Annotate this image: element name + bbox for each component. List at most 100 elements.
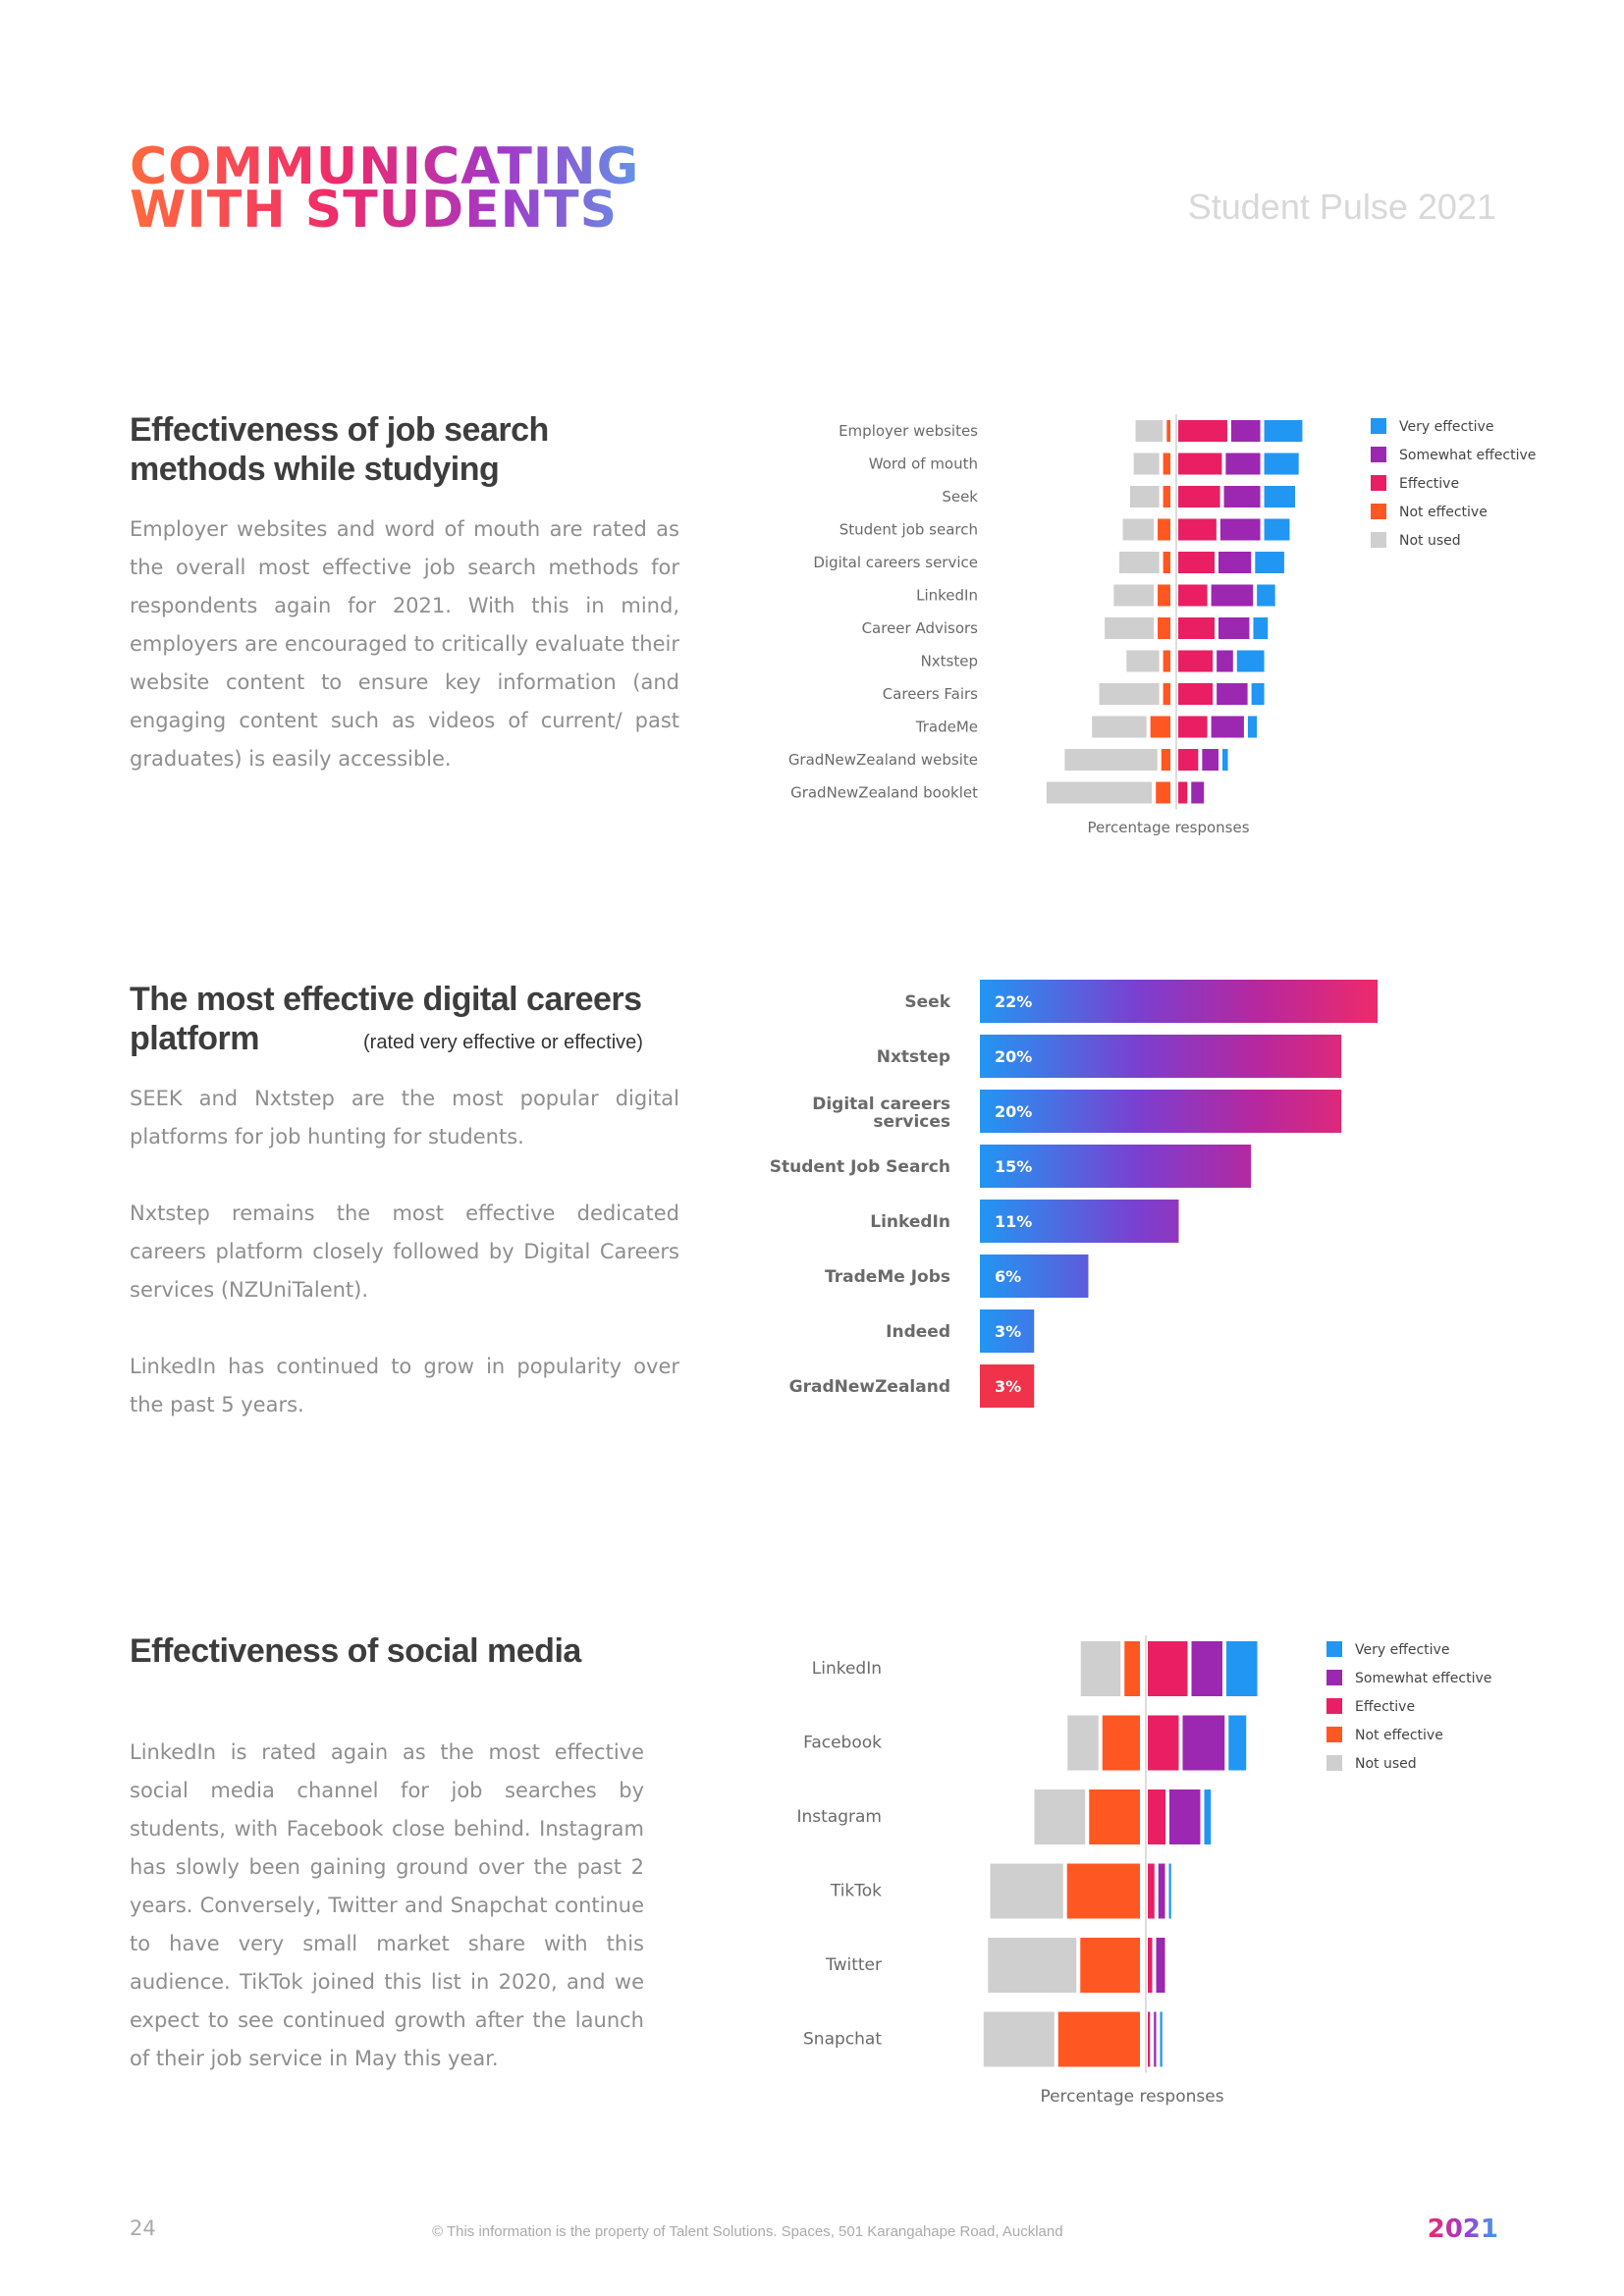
bar-careers-fairs-not-effective	[1163, 683, 1170, 705]
bar-instagram-effective	[1148, 1789, 1165, 1844]
bar-seek	[980, 980, 1378, 1023]
bar-career-advisors-not-used	[1105, 617, 1155, 639]
bar-employer-websites-very-effective	[1264, 420, 1303, 442]
bar-twitter-not-used	[988, 1938, 1077, 1993]
legend-label-very-effective: Very effective	[1355, 1642, 1449, 1658]
bar-employer-websites-not-used	[1135, 420, 1164, 442]
section1-paragraph: Employer websites and word of mouth are …	[130, 510, 679, 817]
page-number: 24	[130, 2216, 156, 2240]
bar-nxtstep-effective	[1178, 650, 1214, 672]
social-media-chart: LinkedIn Facebook Instagram TikTok Twitter Sn…	[797, 1635, 1491, 2107]
legend-label-not-effective: Not effective	[1355, 1728, 1443, 1743]
section3-text: LinkedIn is rated again as the most effe…	[130, 1740, 644, 2070]
section2-title-line1: The most effective digital careers	[130, 981, 642, 1018]
category-label-tiktok: TikTok	[830, 1882, 882, 1901]
bar-gradnewzealand-website-very-effective	[1222, 749, 1228, 771]
bar-gradnewzealand-booklet-somewhat-effective	[1191, 781, 1205, 804]
category-label-linkedin: LinkedIn	[870, 1212, 950, 1232]
bar-digital-careers-service-effective	[1178, 552, 1215, 573]
category-label-twitter: Twitter	[825, 1955, 882, 1975]
section2-text-2: Nxtstep remains the most effective dedic…	[130, 1201, 679, 1302]
bar-student-job-search	[980, 1145, 1252, 1188]
bar-word-of-mouth-very-effective	[1264, 453, 1299, 475]
bar-snapchat-somewhat-effective	[1154, 2011, 1157, 2067]
bar-gradnewzealand-website-not-effective	[1161, 749, 1170, 771]
section1-title-line1: Effectiveness of job search	[130, 411, 549, 449]
legend-swatch-very-effective	[1326, 1641, 1342, 1657]
bar-careers-fairs-very-effective	[1251, 683, 1265, 705]
digital-platforms-chart: Seek 22% Nxtstep 20% Digital careersservices…	[770, 980, 1378, 1408]
legend-label-very-effective: Very effective	[1399, 419, 1493, 435]
footer-copyright: © This information is the property of Ta…	[432, 2223, 1063, 2240]
category-label-student-job-search: Student job search	[839, 521, 978, 539]
category-label-careers-fairs: Careers Fairs	[883, 685, 978, 703]
bar-student-job-search-not-used	[1122, 518, 1155, 541]
bar-tiktok-very-effective	[1168, 1863, 1171, 1919]
bar-nxtstep	[980, 1035, 1342, 1078]
bar-tiktok-somewhat-effective	[1158, 1863, 1165, 1919]
bar-word-of-mouth-not-used	[1133, 453, 1160, 475]
section1-title: Effectiveness of job search methods whil…	[130, 410, 549, 489]
bar-gradnewzealand-website-not-used	[1064, 749, 1158, 771]
bar-facebook-somewhat-effective	[1182, 1715, 1225, 1771]
bar-gradnewzealand-website-somewhat-effective	[1202, 749, 1218, 771]
legend-label-not-used: Not used	[1399, 533, 1461, 549]
section2-text-3: LinkedIn has continued to grow in popula…	[130, 1355, 679, 1416]
legend-label-somewhat-effective: Somewhat effective	[1355, 1671, 1491, 1686]
category-label-nxtstep: Nxtstep	[921, 653, 978, 670]
category-label-indeed: Indeed	[886, 1322, 950, 1342]
bar-student-job-search-not-effective	[1158, 518, 1170, 541]
bar-trademe-very-effective	[1247, 716, 1258, 738]
bar-digital-careers-service-somewhat-effective	[1218, 552, 1252, 573]
bar-trademe-effective	[1178, 716, 1208, 738]
value-label-linkedin: 11%	[995, 1212, 1032, 1231]
x-axis-label: Percentage responses	[1040, 2087, 1223, 2107]
bar-linkedin-effective	[1148, 1641, 1188, 1696]
bar-facebook-not-used	[1067, 1715, 1099, 1771]
category-label-snapchat: Snapchat	[803, 2030, 882, 2050]
bar-trademe-somewhat-effective	[1211, 716, 1244, 738]
bar-seek-very-effective	[1264, 486, 1295, 507]
bar-linkedin-not-effective	[1124, 1641, 1140, 1696]
bar-snapchat-not-used	[983, 2011, 1055, 2067]
category-label-digital-careers-service: Digital careers service	[813, 554, 978, 571]
section2-paragraphs: SEEK and Nxtstep are the most popular di…	[130, 1080, 679, 1463]
bar-facebook-not-effective	[1102, 1715, 1140, 1771]
value-label-gradnewzealand: 3%	[995, 1377, 1021, 1396]
category-label-student-job-search: Student Job Search	[770, 1157, 950, 1177]
bar-trademe-not-used	[1092, 716, 1147, 738]
bar-nxtstep-very-effective	[1236, 650, 1265, 672]
legend-swatch-not-effective	[1371, 504, 1386, 519]
category-label-trademe-jobs: TradeMe Jobs	[825, 1267, 950, 1287]
bar-employer-websites-somewhat-effective	[1230, 420, 1261, 442]
legend-swatch-somewhat-effective	[1326, 1670, 1342, 1685]
bar-digital-careers-services	[980, 1090, 1342, 1133]
bar-careers-fairs-not-used	[1099, 683, 1160, 705]
bar-linkedin-effective	[1178, 584, 1208, 607]
bar-gradnewzealand	[980, 1364, 1035, 1408]
bar-digital-careers-service-very-effective	[1255, 552, 1284, 573]
value-label-seek: 22%	[995, 992, 1032, 1011]
bar-snapchat-effective	[1148, 2011, 1151, 2067]
bar-facebook-effective	[1148, 1715, 1179, 1771]
category-label-trademe: TradeMe	[915, 719, 978, 736]
bar-snapchat-very-effective	[1160, 2011, 1163, 2067]
bar-gradnewzealand-booklet-not-used	[1046, 781, 1153, 804]
bar-seek-not-effective	[1163, 486, 1170, 507]
job-search-methods-chart: Employer websites Word of mouth Seek Studen…	[788, 414, 1536, 836]
bar-word-of-mouth-not-effective	[1163, 453, 1170, 475]
bar-instagram-not-used	[1034, 1789, 1086, 1844]
bar-employer-websites-effective	[1178, 420, 1227, 442]
section2-title-line2: platform	[130, 1020, 260, 1057]
bar-gradnewzealand-booklet-not-effective	[1156, 781, 1170, 804]
category-label-linkedin: LinkedIn	[812, 1659, 882, 1679]
section1-text: Employer websites and word of mouth are …	[130, 517, 679, 771]
bar-linkedin	[980, 1200, 1179, 1243]
value-label-digital-careers-services: 20%	[995, 1102, 1032, 1121]
x-axis-label: Percentage responses	[1087, 819, 1249, 836]
legend-label-not-effective: Not effective	[1399, 505, 1488, 520]
category-label-facebook: Facebook	[803, 1734, 882, 1753]
legend-swatch-not-used	[1371, 532, 1386, 548]
bar-digital-careers-service-not-used	[1118, 552, 1160, 573]
bar-student-job-search-somewhat-effective	[1219, 518, 1261, 541]
